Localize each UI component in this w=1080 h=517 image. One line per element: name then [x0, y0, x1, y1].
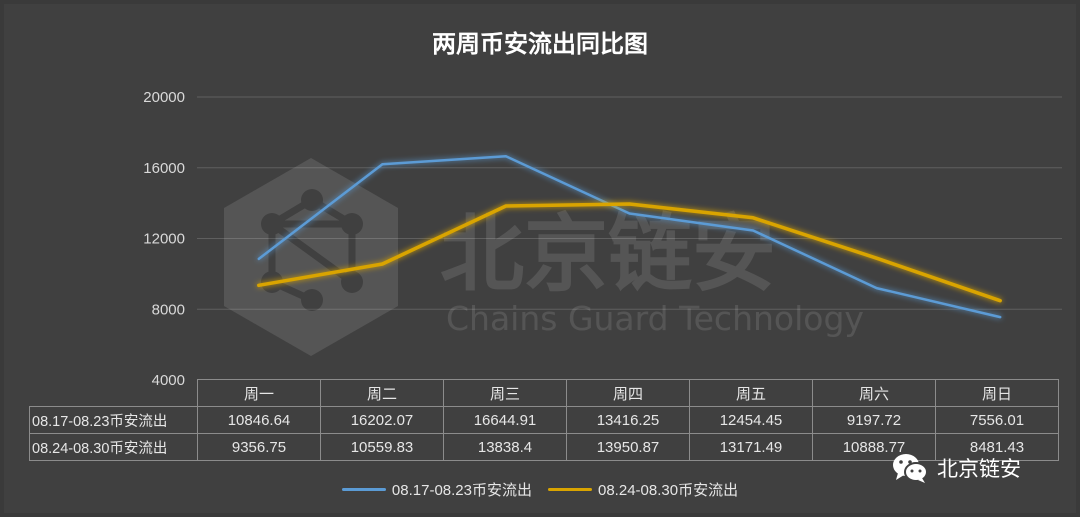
x-category-label: 周二 [320, 379, 444, 407]
y-tick-label: 16000 [143, 160, 185, 177]
legend-item-2: 08.24-08.30币安流出 [548, 479, 738, 500]
chart-title: 两周币安流出同比图 [432, 29, 648, 58]
data-label: 9356.75 [197, 433, 321, 461]
x-category-label: 周六 [812, 379, 936, 407]
x-category-label: 周日 [935, 379, 1059, 407]
legend: 08.17-08.23币安流出 08.24-08.30币安流出 [0, 478, 1080, 500]
y-tick-label: 8000 [152, 301, 185, 318]
legend-item-1: 08.17-08.23币安流出 [341, 479, 532, 500]
y-tick-label: 20000 [143, 89, 185, 106]
watermark-en: Chains Guard Technology [446, 299, 864, 338]
wechat-icon [891, 452, 929, 484]
legend-label: 08.17-08.23币安流出 [391, 482, 532, 499]
legend-swatch [341, 488, 386, 491]
data-table: 周一 周二 周三 周四 周五 周六 周日 08.17-08.23币安流出 10846.64 162… [29, 379, 1059, 461]
y-axis: 4000 8000 12000 16000 20000 [143, 89, 185, 389]
data-label: 7556.01 [935, 406, 1059, 434]
table-corner [30, 380, 198, 407]
data-label: 13416.25 [566, 406, 690, 434]
y-tick-label: 4000 [152, 372, 185, 389]
x-category-label: 周三 [443, 379, 567, 407]
series-name: 08.24-08.30币安流出 [29, 433, 198, 461]
x-category-label: 周五 [689, 379, 813, 407]
data-label: 13838.4 [443, 433, 567, 461]
data-label: 12454.45 [689, 406, 813, 434]
data-label: 13950.87 [566, 433, 690, 461]
table-row: 08.24-08.30币安流出 9356.75 10559.83 13838.4 139… [29, 433, 1059, 461]
legend-label: 08.24-08.30币安流出 [598, 482, 739, 499]
table-row: 08.17-08.23币安流出 10846.64 16202.07 16644.91 1… [29, 406, 1059, 434]
legend-swatch [548, 488, 592, 491]
y-tick-label: 12000 [143, 231, 185, 248]
data-label: 13171.49 [689, 433, 813, 461]
series-lines [257, 155, 1002, 319]
brand: 北京链安 [891, 452, 1021, 484]
watermark-cn: 北京链安 [440, 205, 776, 303]
data-label: 8481.43 [935, 433, 1059, 461]
series-line-2 [257, 202, 1002, 303]
x-category-label: 周四 [566, 379, 690, 407]
data-label: 10559.83 [320, 433, 444, 461]
data-label: 10888.77 [812, 433, 936, 461]
x-category-label: 周一 [197, 379, 321, 407]
data-label: 16644.91 [443, 406, 567, 434]
watermark: 北京链安 Chains Guard Technology [224, 158, 864, 356]
series-line-1 [257, 155, 1002, 319]
data-label: 10846.64 [197, 406, 321, 434]
data-label: 9197.72 [812, 406, 936, 434]
brand-name: 北京链安 [937, 457, 1021, 481]
data-label: 16202.07 [320, 406, 444, 434]
series-name: 08.17-08.23币安流出 [29, 406, 198, 434]
gridlines [197, 96, 1062, 310]
